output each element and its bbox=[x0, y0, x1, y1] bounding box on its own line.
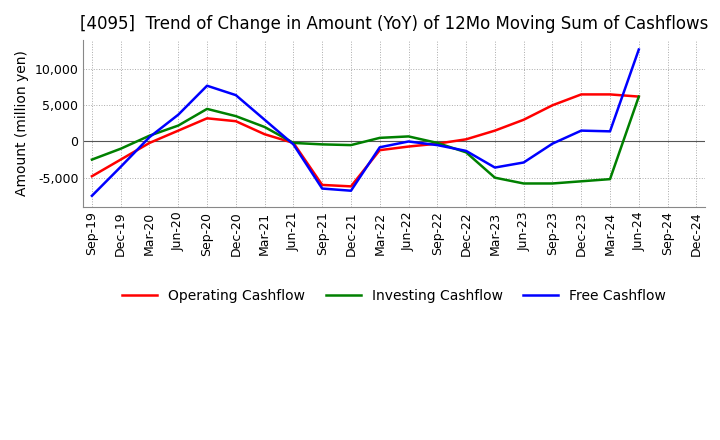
Free Cashflow bbox=[433, 143, 441, 148]
Investing Cashflow bbox=[289, 140, 298, 146]
Operating Cashflow bbox=[433, 141, 441, 146]
Free Cashflow bbox=[261, 117, 269, 122]
Operating Cashflow bbox=[577, 92, 585, 97]
Operating Cashflow bbox=[346, 184, 355, 189]
Free Cashflow bbox=[88, 193, 96, 198]
Line: Free Cashflow: Free Cashflow bbox=[92, 50, 639, 196]
Title: [4095]  Trend of Change in Amount (YoY) of 12Mo Moving Sum of Cashflows: [4095] Trend of Change in Amount (YoY) o… bbox=[80, 15, 708, 33]
Investing Cashflow bbox=[577, 179, 585, 184]
Operating Cashflow bbox=[375, 147, 384, 153]
Free Cashflow bbox=[289, 142, 298, 147]
Free Cashflow bbox=[375, 145, 384, 150]
Free Cashflow bbox=[145, 135, 154, 140]
Free Cashflow bbox=[548, 141, 557, 146]
Free Cashflow bbox=[232, 92, 240, 98]
Operating Cashflow bbox=[203, 116, 212, 121]
Investing Cashflow bbox=[462, 150, 470, 155]
Free Cashflow bbox=[318, 186, 326, 191]
Free Cashflow bbox=[606, 129, 614, 134]
Investing Cashflow bbox=[261, 125, 269, 130]
Free Cashflow bbox=[634, 47, 643, 52]
Operating Cashflow bbox=[174, 128, 183, 133]
Free Cashflow bbox=[404, 139, 413, 144]
Investing Cashflow bbox=[490, 175, 499, 180]
Investing Cashflow bbox=[346, 143, 355, 148]
Operating Cashflow bbox=[88, 174, 96, 179]
Investing Cashflow bbox=[203, 106, 212, 111]
Investing Cashflow bbox=[606, 176, 614, 182]
Operating Cashflow bbox=[462, 137, 470, 142]
Legend: Operating Cashflow, Investing Cashflow, Free Cashflow: Operating Cashflow, Investing Cashflow, … bbox=[117, 283, 672, 308]
Investing Cashflow bbox=[404, 134, 413, 139]
Investing Cashflow bbox=[519, 181, 528, 186]
Investing Cashflow bbox=[174, 123, 183, 128]
Investing Cashflow bbox=[375, 135, 384, 140]
Operating Cashflow bbox=[145, 140, 154, 146]
Operating Cashflow bbox=[490, 128, 499, 133]
Y-axis label: Amount (million yen): Amount (million yen) bbox=[15, 51, 29, 196]
Line: Operating Cashflow: Operating Cashflow bbox=[92, 95, 639, 187]
Operating Cashflow bbox=[519, 117, 528, 122]
Operating Cashflow bbox=[404, 144, 413, 149]
Operating Cashflow bbox=[261, 132, 269, 137]
Investing Cashflow bbox=[548, 181, 557, 186]
Investing Cashflow bbox=[145, 133, 154, 138]
Investing Cashflow bbox=[634, 94, 643, 99]
Operating Cashflow bbox=[232, 118, 240, 124]
Operating Cashflow bbox=[117, 157, 125, 162]
Investing Cashflow bbox=[88, 157, 96, 162]
Investing Cashflow bbox=[117, 146, 125, 151]
Free Cashflow bbox=[577, 128, 585, 133]
Operating Cashflow bbox=[606, 92, 614, 97]
Free Cashflow bbox=[174, 112, 183, 117]
Operating Cashflow bbox=[634, 94, 643, 99]
Free Cashflow bbox=[519, 160, 528, 165]
Free Cashflow bbox=[117, 164, 125, 169]
Investing Cashflow bbox=[433, 140, 441, 146]
Line: Investing Cashflow: Investing Cashflow bbox=[92, 97, 639, 183]
Free Cashflow bbox=[346, 188, 355, 193]
Operating Cashflow bbox=[318, 182, 326, 187]
Investing Cashflow bbox=[318, 142, 326, 147]
Operating Cashflow bbox=[548, 103, 557, 108]
Operating Cashflow bbox=[289, 140, 298, 146]
Investing Cashflow bbox=[232, 114, 240, 119]
Free Cashflow bbox=[203, 83, 212, 88]
Free Cashflow bbox=[490, 165, 499, 170]
Free Cashflow bbox=[462, 148, 470, 154]
